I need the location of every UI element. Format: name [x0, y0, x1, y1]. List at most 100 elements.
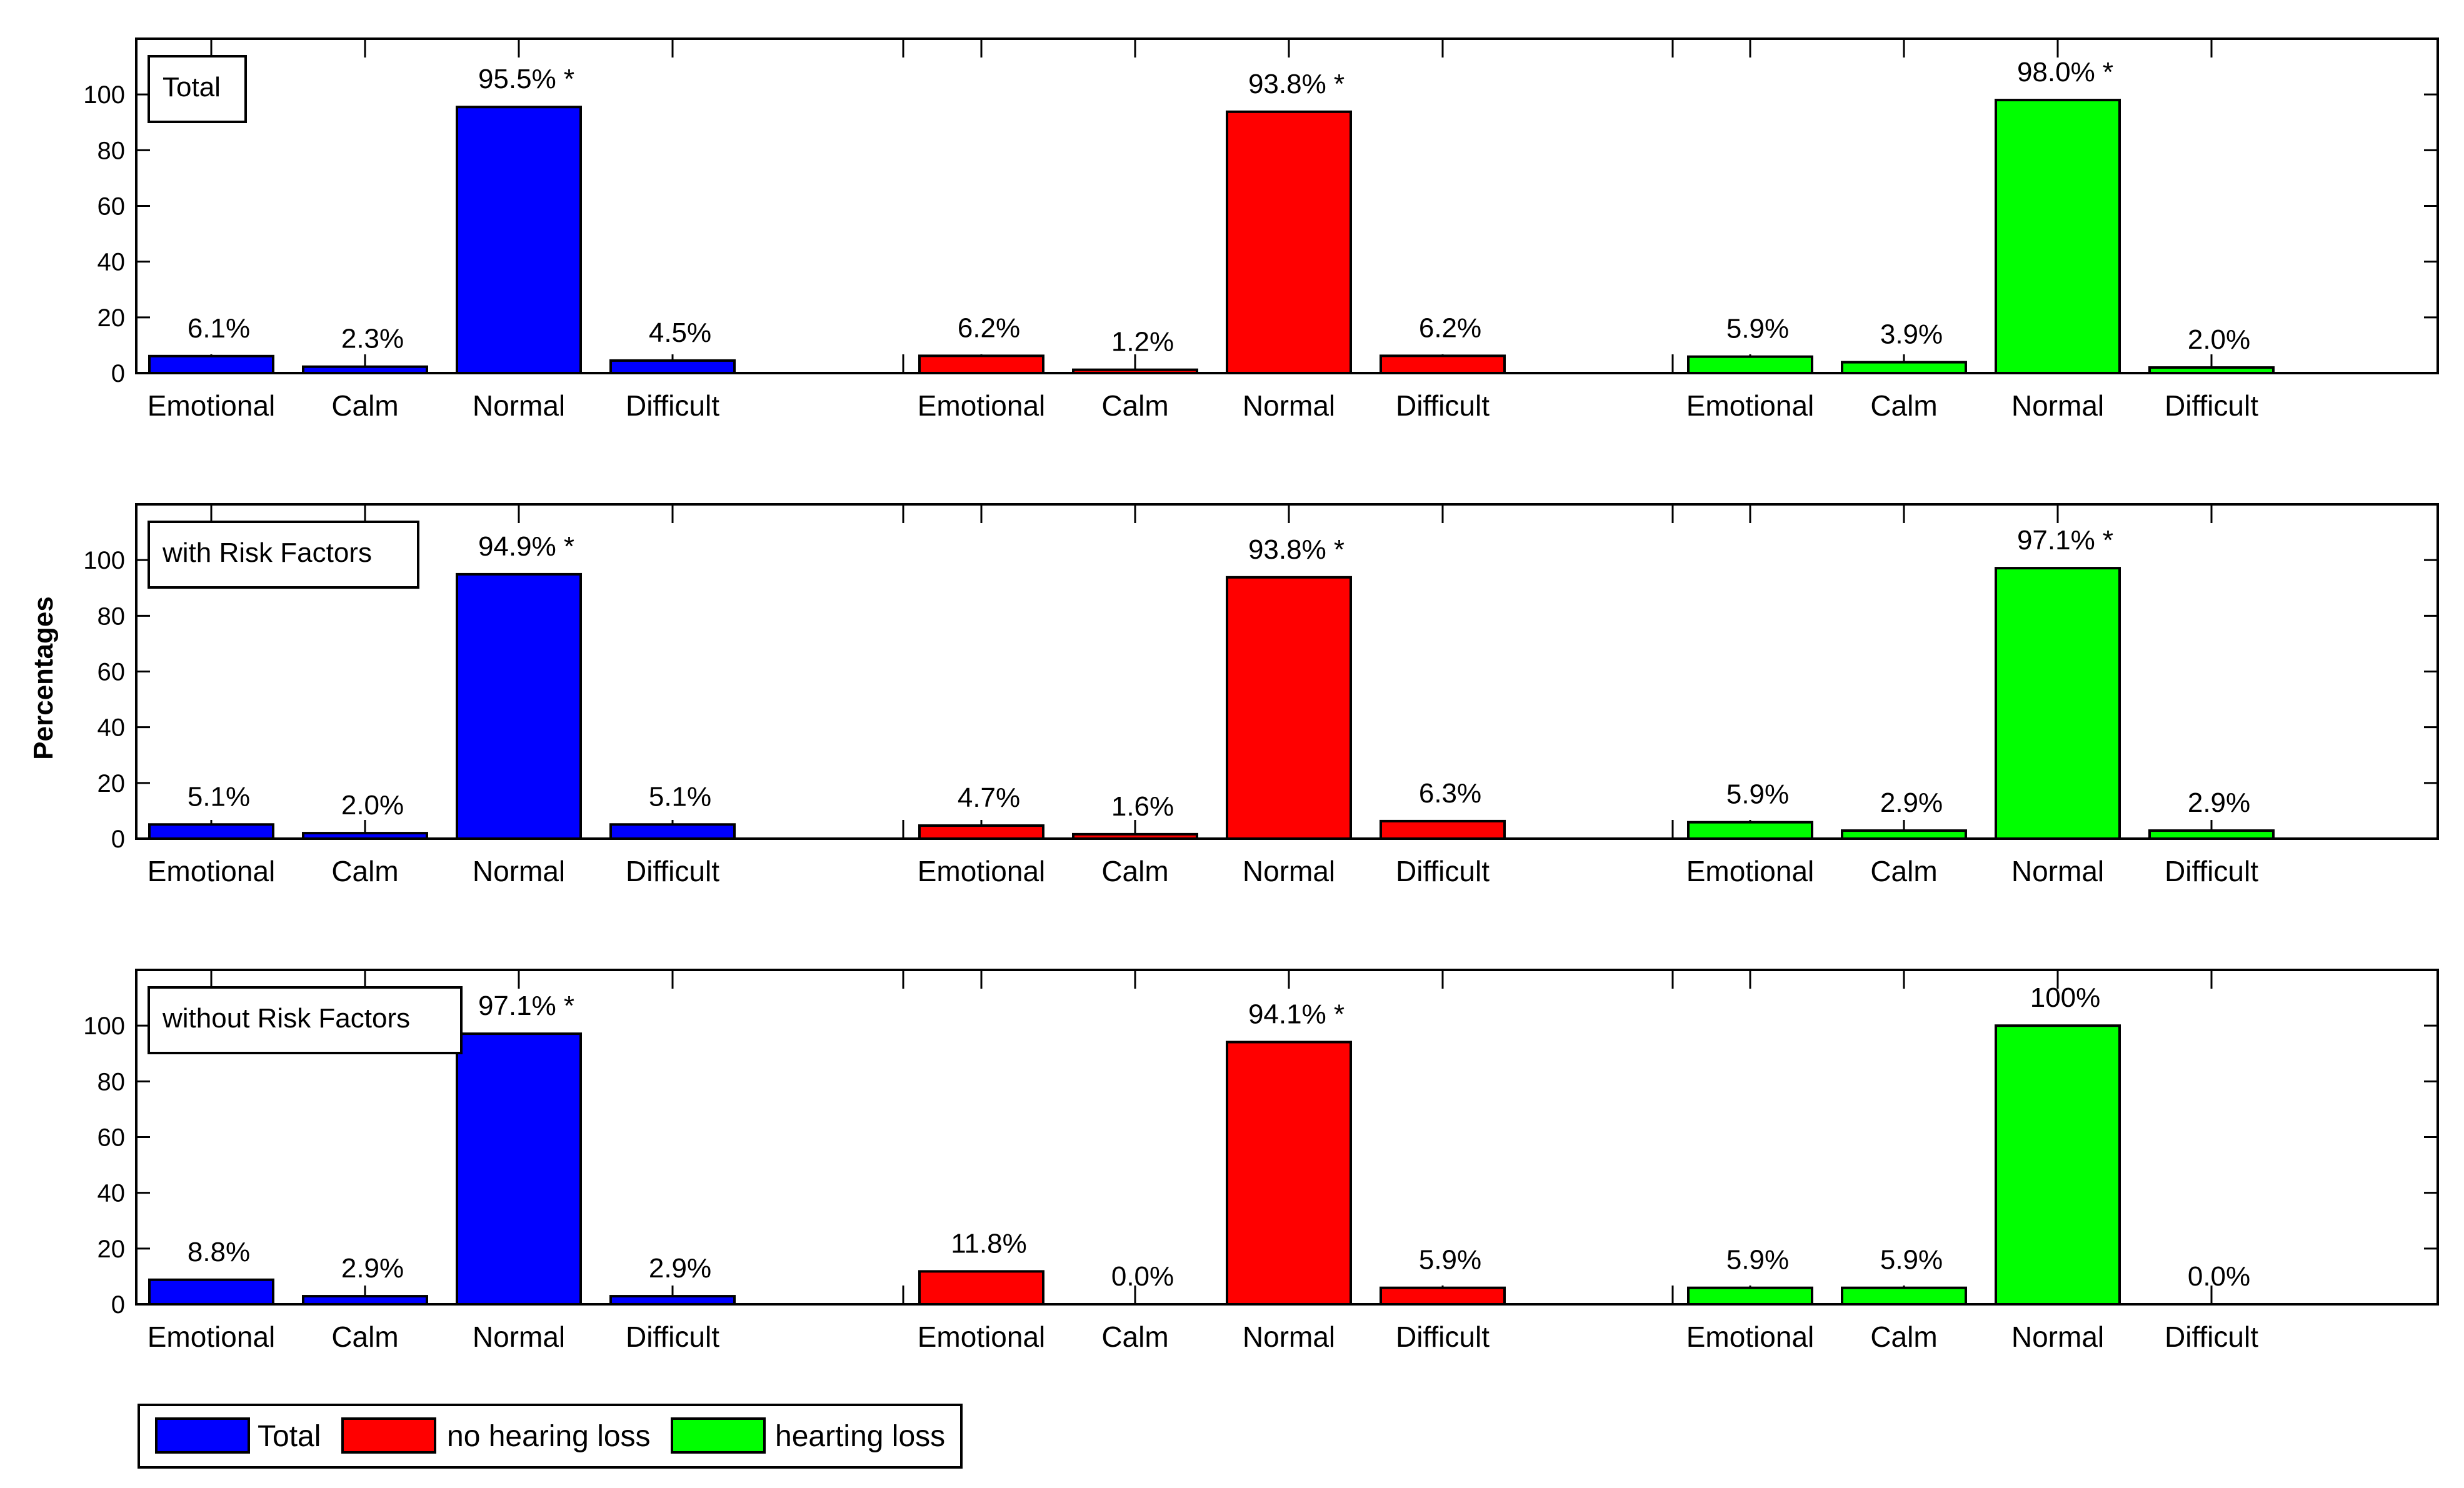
bar [302, 832, 428, 841]
legend-label: Total [258, 1420, 321, 1453]
y-tick-label: 80 [98, 602, 126, 630]
legend-label: no hearing loss [447, 1420, 651, 1453]
y-tick-label: 80 [98, 137, 126, 164]
bar [1995, 567, 2121, 840]
data-label: 5.9% [1726, 314, 1789, 344]
bar [918, 1270, 1044, 1306]
bar [1841, 1286, 1967, 1306]
data-label: 5.9% [1880, 1245, 1943, 1276]
y-tick-label: 0 [111, 360, 125, 387]
legend-swatch [341, 1417, 436, 1454]
category-label: Emotional [918, 855, 1046, 887]
bar [456, 572, 582, 840]
data-label: 6.1% [188, 313, 250, 344]
category-label: Difficult [1396, 1321, 1490, 1353]
bar [148, 823, 274, 840]
bar [1687, 821, 1813, 840]
category-label: Emotional [1686, 1321, 1815, 1353]
bar [1995, 99, 2121, 374]
category-label: Calm [331, 855, 398, 887]
bar [1072, 368, 1198, 375]
category-label: Calm [1870, 855, 1937, 887]
bar [302, 365, 428, 375]
bar [1226, 576, 1352, 841]
y-tick-label: 20 [98, 304, 126, 332]
data-label: 3.9% [1880, 319, 1943, 350]
category-label: Normal [473, 855, 565, 887]
data-label: 1.2% [1111, 327, 1174, 357]
category-label: Difficult [626, 855, 719, 887]
category-label: Normal [2011, 855, 2104, 887]
category-label: Normal [2011, 389, 2104, 422]
data-label: 100% [2030, 982, 2101, 1013]
data-label: 4.7% [958, 782, 1020, 813]
bar [1687, 1286, 1813, 1306]
data-label: 93.8% * [1248, 534, 1345, 565]
category-label: Emotional [148, 855, 276, 887]
data-label: 6.3% [1419, 778, 1481, 809]
data-label: 94.1% * [1248, 999, 1345, 1029]
category-label: Difficult [626, 389, 719, 422]
panel-title-box [148, 521, 419, 589]
legend-box [138, 1404, 963, 1469]
bar [609, 1295, 736, 1306]
data-label: 98.0% * [2017, 57, 2113, 87]
category-label: Normal [473, 1321, 565, 1353]
bar [1995, 1024, 2121, 1306]
y-tick-label: 60 [98, 659, 126, 686]
category-label: Calm [331, 389, 398, 422]
data-label: 2.0% [2188, 324, 2250, 355]
bar [918, 824, 1044, 840]
legend-swatch [155, 1417, 250, 1454]
panel-title: with Risk Factors [162, 537, 372, 568]
data-label: 2.9% [649, 1253, 711, 1284]
panel-title-box [148, 986, 463, 1054]
category-label: Difficult [2165, 855, 2258, 887]
bar [918, 354, 1044, 375]
bar [2148, 829, 2275, 840]
data-label: 0.0% [1111, 1261, 1174, 1292]
data-label: 5.9% [1726, 1245, 1789, 1276]
data-label: 2.3% [341, 324, 404, 354]
y-tick-label: 20 [98, 770, 126, 797]
category-label: Normal [1243, 855, 1335, 887]
panel-title: without Risk Factors [162, 1003, 410, 1034]
data-label: 4.5% [649, 317, 711, 348]
legend-label: hearting loss [775, 1420, 945, 1453]
y-tick-label: 60 [98, 1124, 126, 1152]
legend-swatch [671, 1417, 766, 1454]
bar [148, 354, 274, 374]
category-label: Emotional [148, 1321, 276, 1353]
y-axis-label: Percentages [28, 596, 59, 760]
data-label: 1.6% [1111, 791, 1174, 822]
data-label: 5.9% [1419, 1245, 1481, 1276]
y-tick-label: 80 [98, 1068, 126, 1096]
category-label: Calm [1870, 1321, 1937, 1353]
category-label: Emotional [918, 1321, 1046, 1353]
panel-title-box [148, 55, 247, 123]
data-label: 5.1% [649, 781, 711, 812]
bar [1226, 1041, 1352, 1306]
category-label: Normal [1243, 1321, 1335, 1353]
category-label: Difficult [1396, 855, 1490, 887]
data-label: 2.9% [341, 1253, 404, 1284]
data-label: 11.8% [951, 1228, 1027, 1259]
category-label: Calm [1101, 389, 1168, 422]
category-label: Emotional [148, 389, 276, 422]
bar [1226, 110, 1352, 375]
data-label: 2.9% [1880, 787, 1943, 818]
category-label: Calm [1101, 855, 1168, 887]
data-label: 97.1% * [2017, 525, 2113, 556]
bar [609, 359, 736, 374]
data-label: 5.1% [188, 781, 250, 812]
bar [456, 1032, 582, 1306]
bar [1380, 819, 1506, 840]
data-label: 94.9% * [478, 531, 574, 562]
y-tick-label: 40 [98, 714, 126, 742]
data-label: 6.2% [958, 312, 1020, 343]
panel-title: Total [163, 72, 221, 102]
data-label: 97.1% * [478, 991, 574, 1021]
data-label: 0.0% [2188, 1261, 2250, 1292]
